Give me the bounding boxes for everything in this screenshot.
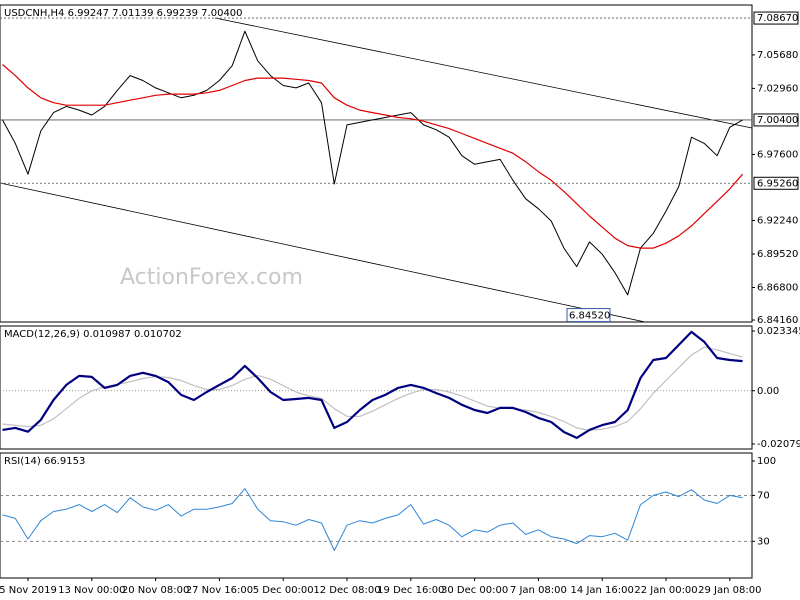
panel-frame	[0, 4, 753, 323]
y-tick-label: -0.020798	[757, 439, 800, 450]
y-tick-label: 6.86800	[757, 283, 798, 294]
panel-title: USDCNH,H4 6.99247 7.01139 6.99239 7.0040…	[4, 8, 243, 19]
panel-frame	[0, 325, 753, 450]
price-label: 7.08670	[757, 13, 798, 24]
price-label-box	[753, 176, 799, 190]
series-line	[2, 346, 743, 431]
x-tick-label: 7 Jan 08:00	[510, 585, 567, 596]
y-tick-label: 6.97600	[757, 149, 798, 160]
trend-line	[0, 182, 646, 323]
y-tick-label: 100	[757, 456, 776, 467]
annotation-box	[566, 308, 611, 323]
y-tick-label: 7.02960	[757, 83, 798, 94]
y-tick-label: 0.00	[757, 386, 779, 397]
annotation-label: 6.84520	[569, 311, 610, 322]
y-tick-label: 30	[757, 536, 770, 547]
x-tick-label: 30 Dec 00:00	[441, 585, 508, 596]
y-tick-label: 0.023345	[757, 326, 800, 337]
trend-line	[214, 17, 753, 129]
watermark: ActionForex.com	[120, 265, 303, 290]
x-tick-label: 13 Nov 00:00	[58, 585, 125, 596]
x-tick-label: 19 Dec 16:00	[377, 585, 444, 596]
x-tick-label: 20 Nov 08:00	[122, 585, 189, 596]
price-label: 7.00400	[757, 115, 798, 126]
x-tick-label: 22 Jan 00:00	[634, 585, 697, 596]
series-line	[2, 30, 743, 296]
panel-title: RSI(14) 66.9153	[4, 456, 85, 467]
series-line	[2, 488, 743, 551]
y-tick-label: 6.92240	[757, 215, 798, 226]
panel-title: MACD(12,26,9) 0.010987 0.010702	[4, 329, 182, 340]
y-tick-label: 6.84160	[757, 315, 798, 326]
series-line	[2, 64, 744, 249]
y-tick-label: 6.89520	[757, 249, 798, 260]
x-tick-label: 14 Jan 16:00	[571, 585, 634, 596]
price-label-box	[753, 11, 799, 25]
x-tick-label: 5 Dec 00:00	[253, 585, 314, 596]
price-label: 6.95260	[757, 178, 798, 189]
x-tick-label: 12 Dec 08:00	[313, 585, 380, 596]
y-tick-label: 70	[757, 490, 770, 501]
series-line	[2, 330, 743, 439]
x-tick-label: 5 Nov 2019	[0, 585, 57, 596]
panel-frame	[0, 452, 753, 579]
price-label-box	[753, 113, 799, 127]
y-tick-label: 7.05680	[757, 50, 798, 61]
x-tick-label: 27 Nov 16:00	[186, 585, 253, 596]
x-tick-label: 29 Jan 08:00	[698, 585, 761, 596]
